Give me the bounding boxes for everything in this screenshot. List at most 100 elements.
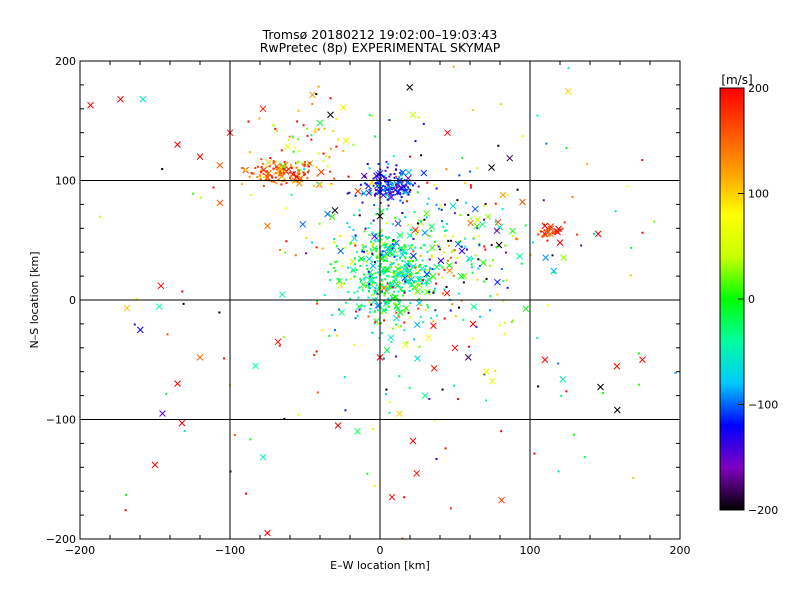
data-point bbox=[412, 250, 415, 253]
data-point bbox=[412, 184, 415, 187]
data-point bbox=[400, 246, 403, 249]
data-point bbox=[398, 315, 401, 318]
data-point bbox=[298, 168, 301, 171]
data-point bbox=[421, 259, 424, 262]
data-point bbox=[374, 289, 377, 292]
data-point bbox=[404, 245, 407, 248]
data-point bbox=[279, 166, 282, 169]
data-points bbox=[87, 65, 677, 539]
data-point-cross bbox=[489, 377, 496, 385]
data-point bbox=[464, 245, 467, 248]
data-point bbox=[521, 135, 524, 138]
data-point bbox=[391, 243, 394, 246]
data-point bbox=[424, 265, 427, 268]
data-point bbox=[303, 160, 306, 163]
data-point bbox=[294, 254, 297, 257]
data-point bbox=[261, 162, 264, 165]
data-point bbox=[490, 244, 493, 247]
data-point bbox=[441, 276, 444, 279]
data-point bbox=[387, 305, 390, 308]
data-point bbox=[384, 393, 387, 396]
data-point-cross bbox=[293, 173, 301, 181]
data-point bbox=[395, 323, 398, 326]
data-point bbox=[329, 147, 332, 150]
data-point bbox=[453, 384, 456, 387]
data-point-cross bbox=[354, 428, 361, 435]
data-point bbox=[376, 292, 379, 295]
data-point bbox=[494, 202, 497, 205]
data-point bbox=[392, 262, 395, 265]
data-point bbox=[438, 264, 441, 267]
data-point bbox=[424, 268, 427, 271]
data-point bbox=[377, 162, 380, 165]
data-point bbox=[400, 286, 403, 289]
data-point bbox=[415, 259, 418, 262]
data-point bbox=[557, 470, 560, 473]
data-point bbox=[269, 157, 272, 160]
data-point bbox=[280, 174, 283, 177]
data-point bbox=[363, 305, 366, 308]
data-point bbox=[272, 160, 275, 163]
data-point bbox=[379, 322, 382, 325]
data-point bbox=[393, 302, 396, 305]
data-point bbox=[287, 138, 290, 141]
data-point bbox=[416, 191, 419, 194]
data-point bbox=[371, 260, 374, 263]
data-point bbox=[602, 392, 605, 395]
data-point bbox=[387, 288, 390, 291]
colorbar-tick-label: 100 bbox=[748, 188, 769, 201]
data-point bbox=[543, 229, 546, 232]
data-point bbox=[301, 163, 304, 166]
data-point bbox=[375, 250, 378, 253]
data-point bbox=[353, 275, 356, 278]
data-point bbox=[345, 301, 348, 304]
data-point bbox=[374, 233, 377, 236]
data-point bbox=[358, 286, 361, 289]
data-point bbox=[546, 239, 549, 242]
colorbar-tick-label: 0 bbox=[748, 293, 755, 306]
data-point bbox=[395, 242, 398, 245]
data-point bbox=[409, 155, 412, 158]
data-point bbox=[296, 162, 299, 165]
data-point-cross bbox=[117, 95, 124, 103]
data-point-cross bbox=[437, 257, 445, 265]
data-point bbox=[438, 248, 441, 251]
data-point-cross bbox=[355, 303, 363, 310]
data-point-cross bbox=[174, 141, 181, 149]
data-point bbox=[401, 180, 404, 183]
data-point bbox=[327, 270, 330, 273]
data-point bbox=[256, 175, 259, 178]
data-point bbox=[383, 178, 386, 181]
data-point bbox=[460, 299, 463, 302]
data-point-cross bbox=[405, 268, 412, 276]
data-point bbox=[476, 278, 479, 281]
data-point bbox=[363, 258, 366, 261]
data-point bbox=[451, 235, 454, 238]
data-point bbox=[376, 181, 379, 184]
y-tick-label: 0 bbox=[69, 294, 76, 307]
data-point bbox=[419, 246, 422, 249]
data-point bbox=[288, 171, 291, 174]
data-point bbox=[274, 172, 277, 175]
data-point bbox=[333, 177, 336, 180]
data-point bbox=[426, 181, 429, 184]
data-point bbox=[260, 158, 263, 161]
data-point bbox=[290, 163, 293, 166]
data-point-cross bbox=[216, 161, 224, 169]
data-point-cross bbox=[428, 244, 436, 252]
data-point-cross bbox=[597, 383, 604, 391]
data-point bbox=[407, 260, 410, 263]
data-point bbox=[500, 268, 503, 271]
data-point bbox=[311, 241, 314, 244]
data-point bbox=[295, 166, 298, 169]
data-point bbox=[538, 229, 541, 232]
data-point bbox=[295, 162, 298, 165]
data-point bbox=[559, 228, 562, 231]
data-point bbox=[477, 258, 480, 261]
data-point bbox=[437, 245, 440, 248]
data-point bbox=[495, 246, 498, 249]
data-point bbox=[450, 251, 453, 254]
data-point bbox=[413, 182, 416, 185]
data-point bbox=[289, 177, 292, 180]
data-point bbox=[458, 174, 461, 177]
